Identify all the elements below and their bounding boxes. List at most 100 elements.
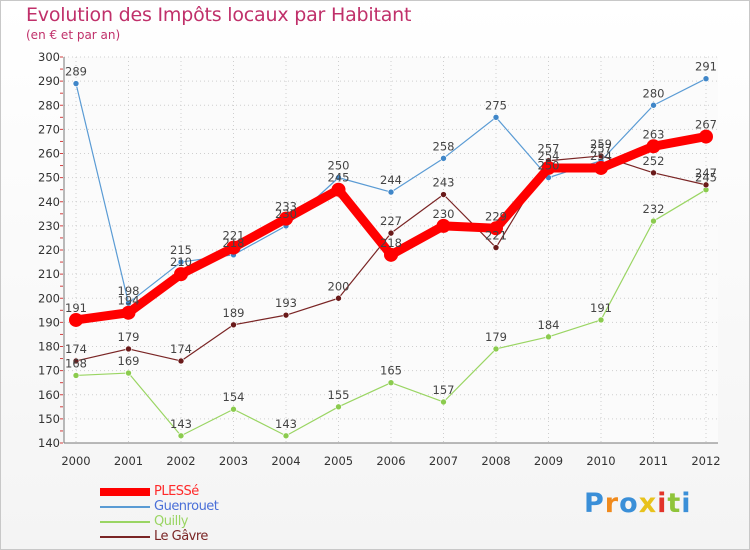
- data-point: [492, 114, 500, 121]
- data-point: [545, 333, 552, 341]
- x-tick-label: 2010: [586, 454, 615, 468]
- data-label: 229: [485, 209, 507, 223]
- y-tick-label: 220: [38, 243, 60, 257]
- y-tick-label: 240: [38, 195, 60, 209]
- y-tick-label: 180: [38, 340, 60, 354]
- y-tick-label: 260: [38, 147, 60, 161]
- legend-label: Guenrouet: [154, 499, 219, 514]
- data-label: 280: [643, 86, 665, 100]
- data-point: [69, 312, 83, 327]
- data-label: 165: [380, 364, 402, 378]
- data-label: 198: [118, 284, 140, 298]
- legend-label: PLESSé: [154, 484, 199, 499]
- data-label: 243: [433, 176, 455, 190]
- data-label: 258: [433, 139, 455, 153]
- data-point: [72, 357, 80, 365]
- data-label: 252: [643, 154, 665, 168]
- logo-letter: i: [681, 488, 692, 519]
- data-point: [384, 247, 398, 262]
- logo-letter: o: [619, 488, 639, 519]
- data-point: [541, 160, 556, 175]
- data-point: [492, 244, 500, 251]
- data-label: 221: [223, 229, 245, 243]
- data-label: 210: [170, 255, 192, 269]
- data-label: 168: [65, 356, 87, 370]
- data-point: [650, 169, 657, 177]
- y-tick-label: 210: [38, 267, 60, 281]
- data-point: [125, 345, 132, 353]
- y-tick-label: 140: [38, 436, 60, 450]
- data-point: [594, 160, 608, 175]
- data-point: [489, 221, 503, 236]
- x-tick-label: 2008: [481, 454, 510, 468]
- x-tick-label: 2007: [429, 454, 458, 468]
- y-tick-label: 280: [38, 98, 60, 112]
- data-label: 189: [223, 306, 245, 320]
- data-label: 157: [433, 383, 455, 397]
- x-tick-label: 2002: [166, 454, 195, 468]
- data-point: [492, 345, 500, 353]
- legend-swatch: [100, 536, 150, 538]
- data-label: 291: [695, 60, 717, 74]
- data-point: [230, 321, 237, 329]
- data-label: 174: [65, 342, 87, 356]
- data-label: 233: [275, 200, 297, 214]
- data-point: [699, 129, 713, 144]
- data-label: 143: [275, 417, 297, 431]
- y-tick-label: 150: [38, 412, 60, 426]
- data-label: 143: [170, 417, 192, 431]
- data-label: 245: [328, 171, 350, 185]
- data-point: [702, 75, 710, 83]
- x-tick-label: 2012: [691, 454, 720, 468]
- legend-swatch: [100, 521, 150, 523]
- data-label: 191: [65, 301, 87, 315]
- legend-label: Quilly: [154, 514, 189, 529]
- data-label: 250: [538, 159, 560, 173]
- data-point: [279, 211, 293, 226]
- data-point: [174, 267, 188, 282]
- data-label: 179: [118, 330, 140, 344]
- legend-swatch: [100, 488, 150, 496]
- logo-letter: t: [667, 488, 682, 519]
- data-point: [440, 155, 447, 162]
- logo-letter: r: [604, 488, 620, 519]
- data-point: [121, 305, 136, 320]
- data-label: 247: [695, 166, 717, 180]
- y-tick-label: 190: [38, 315, 60, 329]
- data-label: 250: [328, 159, 350, 173]
- data-point: [597, 316, 605, 324]
- data-label: 257: [538, 142, 560, 156]
- x-tick-label: 2000: [61, 454, 90, 468]
- data-label: 245: [695, 171, 717, 185]
- data-label: 230: [433, 207, 455, 221]
- data-label: 218: [223, 236, 245, 250]
- logo-letter: i: [657, 488, 668, 519]
- x-tick-label: 2004: [271, 454, 300, 468]
- logo-letter: P: [584, 488, 605, 519]
- data-label: 154: [223, 390, 245, 404]
- data-point: [282, 311, 290, 319]
- data-point: [72, 372, 80, 379]
- x-tick-label: 2003: [219, 454, 248, 468]
- data-label: 200: [328, 279, 350, 293]
- y-tick-label: 200: [38, 291, 60, 305]
- data-label: 259: [590, 137, 612, 151]
- data-label: 244: [380, 173, 402, 187]
- data-point: [177, 432, 185, 440]
- y-tick-label: 160: [38, 388, 60, 402]
- data-point: [331, 182, 346, 197]
- proxiti-logo: Proxiti: [584, 488, 692, 519]
- data-point: [335, 174, 342, 181]
- data-point: [650, 101, 657, 109]
- data-label: 230: [275, 207, 297, 221]
- x-tick-label: 2011: [639, 454, 668, 468]
- data-point: [387, 379, 395, 386]
- data-label: 289: [65, 65, 87, 79]
- data-label: 275: [485, 98, 507, 112]
- x-tick-label: 2005: [324, 454, 353, 468]
- data-point: [125, 369, 132, 377]
- data-label: 263: [643, 127, 665, 141]
- data-label: 257: [590, 142, 612, 156]
- data-label: 221: [485, 229, 507, 243]
